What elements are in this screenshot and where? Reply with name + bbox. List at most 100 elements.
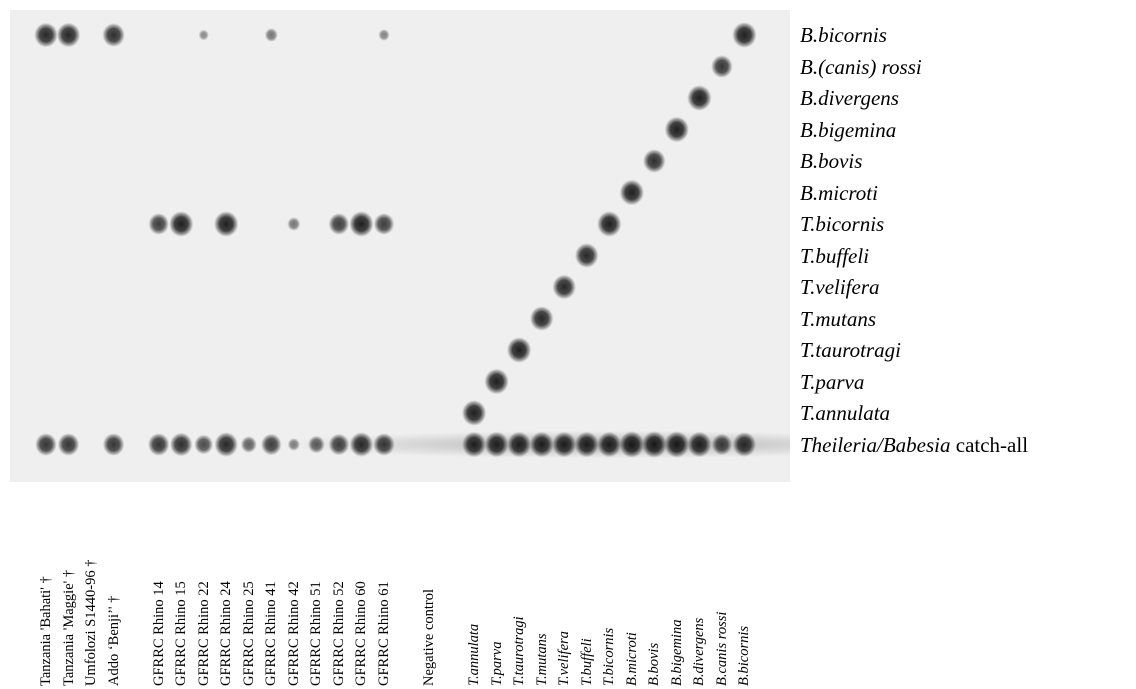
hybridization-spot <box>619 179 645 206</box>
hybridization-spot <box>552 274 577 300</box>
hybridization-spot <box>169 432 193 457</box>
hybridization-spot <box>664 431 690 458</box>
probe-name: T.buffeli <box>800 243 870 268</box>
probe-name: B.bovis <box>800 149 863 173</box>
probe-label: T.parva <box>800 371 864 393</box>
probe-suffix: catch-all <box>950 432 1029 457</box>
lane-label: GFRRC Rhino 24 <box>218 581 235 686</box>
hybridization-spots <box>34 22 757 458</box>
hybridization-spot <box>732 22 757 48</box>
hybridization-spot <box>551 431 577 458</box>
probe-label: T.buffeli <box>800 245 869 267</box>
lane-label: T.bicornis <box>601 627 618 686</box>
hybridization-spot <box>240 436 257 453</box>
lane-label: Tanzania 'Bahati' † <box>38 576 54 686</box>
hybridization-spot <box>732 432 757 457</box>
probe-name: T.taurotragi <box>800 338 901 362</box>
lane-label: GFRRC Rhino 60 <box>353 581 370 686</box>
hybridization-spot <box>461 400 487 426</box>
lane-label: GFRRC Rhino 51 <box>308 581 325 686</box>
lane-label: Umfolozi S1440-96 † <box>83 559 100 686</box>
probe-name: B.bicornis <box>800 23 887 47</box>
hybridization-spot <box>378 29 390 41</box>
lane-label: T.parva <box>488 641 505 686</box>
hybridization-spot <box>260 433 282 456</box>
hybridization-spot <box>461 431 487 458</box>
hybridization-spot <box>484 431 509 458</box>
hybridization-spot <box>597 431 622 458</box>
hybridization-spot <box>349 211 374 237</box>
probe-label: T.bicornis <box>800 213 884 235</box>
hybridization-spot <box>373 213 395 235</box>
lane-label: T.annulata <box>466 623 483 686</box>
hybridization-spot <box>664 116 690 143</box>
lane-label: GFRRC Rhino 14 <box>150 581 167 686</box>
lane-label: Addo ‘Benji’' † <box>105 595 122 686</box>
hybridization-spot <box>102 433 125 456</box>
probe-name: B.bigemina <box>800 117 897 142</box>
hybridization-spot <box>328 213 350 235</box>
lane-label: GFRRC Rhino 22 <box>195 581 212 686</box>
probe-label: B.divergens <box>800 87 899 109</box>
hybridization-spot <box>213 211 239 237</box>
hybridization-spot <box>287 438 300 451</box>
lane-label: GFRRC Rhino 52 <box>330 581 347 686</box>
lane-label: GFRRC Rhino 61 <box>375 581 392 686</box>
lane-label: T.velifera <box>556 631 573 686</box>
lane-label: B.bicornis <box>736 625 753 686</box>
lane-label: GFRRC Rhino 25 <box>240 581 257 686</box>
lane-label: B.microti <box>623 632 640 686</box>
hybridization-spot <box>198 29 209 41</box>
hybridization-spot <box>349 432 374 457</box>
probe-label: T.annulata <box>800 402 890 424</box>
hybridization-spot <box>711 433 733 456</box>
lane-label: B.bigemina <box>668 619 685 686</box>
probe-label: B.(canis) rossi <box>800 56 922 78</box>
hybridization-spot <box>307 435 325 454</box>
probe-name: T.velifera <box>800 275 880 299</box>
probe-name: B.microti <box>800 180 878 205</box>
probe-name: B.divergens <box>800 86 899 110</box>
hybridization-spot <box>574 431 599 458</box>
hybridization-spot <box>373 433 395 456</box>
hybridization-spot <box>484 368 509 395</box>
hybridization-spot <box>687 85 712 111</box>
hybridization-spot <box>287 217 301 231</box>
probe-label: T.taurotragi <box>800 339 901 361</box>
blot-membrane <box>10 10 790 482</box>
lane-label: T.buffeli <box>578 638 595 686</box>
hybridization-spot <box>529 431 554 458</box>
lane-label: T.mutans <box>533 633 550 686</box>
hybridization-spot <box>642 149 666 173</box>
lane-label: T.taurotragi <box>511 616 528 686</box>
hybridization-spot <box>214 432 239 457</box>
hybridization-spot <box>597 211 622 237</box>
probe-name: T.parva <box>800 369 865 394</box>
hybridization-spot <box>687 431 712 458</box>
hybridization-spot <box>194 434 214 455</box>
probe-name: B.(canis) rossi <box>800 54 922 79</box>
probe-label: T.mutans <box>800 308 876 330</box>
hybridization-spot <box>57 433 80 456</box>
probe-label: B.bicornis <box>800 24 887 46</box>
hybridization-spot <box>641 431 668 458</box>
lane-label: B.divergens <box>691 617 708 686</box>
hybridization-spot <box>168 211 194 237</box>
probe-name: Theileria/Babesia <box>800 432 951 457</box>
lane-label: GFRRC Rhino 42 <box>285 581 302 686</box>
probe-name: T.mutans <box>800 306 877 331</box>
lane-label: B.canis rossi <box>713 611 730 686</box>
probe-label: B.bovis <box>800 150 862 172</box>
lane-label: Negative control <box>421 588 437 686</box>
hybridization-spot <box>35 433 57 456</box>
probe-name: T.bicornis <box>800 212 885 236</box>
hybridization-spot <box>328 433 350 456</box>
lane-label: GFRRC Rhino 41 <box>263 581 280 686</box>
hybridization-spot <box>148 213 170 235</box>
hybridization-spot <box>34 22 58 48</box>
hybridization-spot <box>506 337 532 363</box>
hybridization-spot <box>619 431 645 458</box>
hybridization-spot <box>264 28 278 42</box>
hybridization-spot <box>529 306 554 331</box>
probe-label: T.velifera <box>800 276 880 298</box>
